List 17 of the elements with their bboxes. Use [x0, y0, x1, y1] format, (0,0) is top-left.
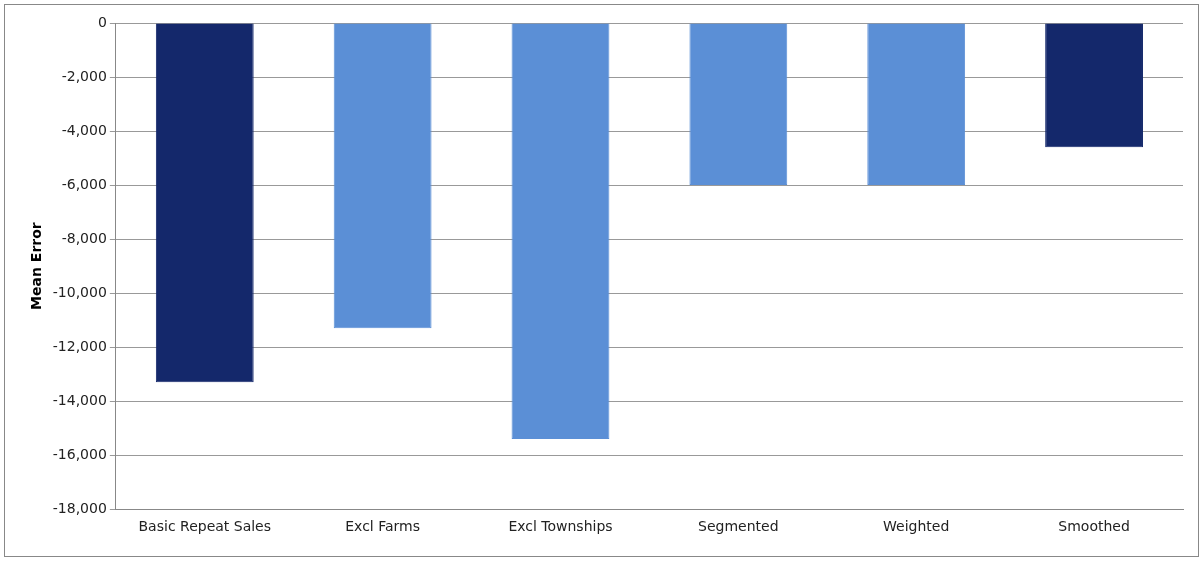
- x-tick-label: Segmented: [698, 518, 779, 535]
- y-tick-label: -12,000: [52, 337, 107, 354]
- x-tick-label: Basic Repeat Sales: [138, 518, 272, 535]
- y-tick-label: -14,000: [52, 391, 107, 408]
- x-tick-label: Excl Farms: [345, 518, 420, 535]
- x-tick-label: Weighted: [883, 518, 950, 535]
- y-tick-label: 0: [97, 13, 107, 30]
- y-tick-label: -16,000: [52, 445, 107, 462]
- y-tick-label: -10,000: [52, 283, 107, 300]
- y-tick-label: -6,000: [61, 175, 107, 192]
- x-tick-label: Smoothed: [1058, 518, 1130, 535]
- x-tick-label: Excl Townships: [508, 518, 613, 535]
- y-tick-label: -8,000: [61, 229, 107, 246]
- y-tick-label: -18,000: [52, 499, 107, 516]
- y-tick-label: -2,000: [61, 67, 107, 84]
- y-tick-label: -4,000: [61, 121, 107, 138]
- y-axis-title: Mean Error: [28, 222, 45, 310]
